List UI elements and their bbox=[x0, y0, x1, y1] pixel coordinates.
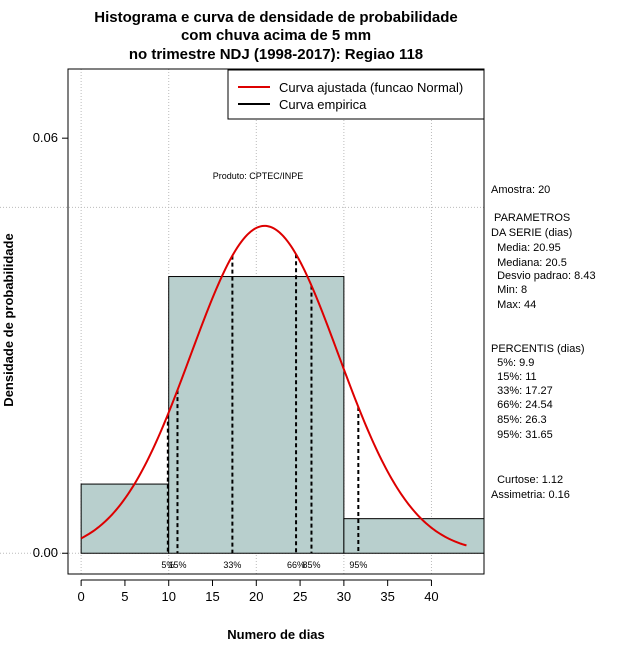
x-tick-label: 40 bbox=[424, 589, 438, 604]
stat-kurtosis: Curtose: 1.12 bbox=[491, 474, 563, 486]
legend: Curva ajustada (funcao Normal) Curva emp… bbox=[227, 69, 485, 120]
chart-title-line-3: no trimestre NDJ (1998-2017): Regiao 118 bbox=[129, 46, 423, 63]
percentile-label: 15% bbox=[168, 560, 186, 570]
x-axis-title: Numero de dias bbox=[227, 627, 325, 642]
stat-mean: Media: 20.95 bbox=[491, 242, 561, 254]
x-tick-label: 35 bbox=[380, 589, 394, 604]
stat-params-heading: PARAMETROS bbox=[491, 212, 570, 224]
x-tick-label: 25 bbox=[293, 589, 307, 604]
stat-p66: 66%: 24.54 bbox=[491, 399, 553, 411]
histogram-bar bbox=[168, 276, 345, 554]
stat-p85: 85%: 26.3 bbox=[491, 414, 547, 426]
stats-panel: Amostra: 20 PARAMETROS DA SERIE (dias) M… bbox=[491, 184, 596, 501]
chart-title-line-1: Histograma e curva de densidade de proba… bbox=[94, 9, 457, 26]
stat-max: Max: 44 bbox=[491, 299, 536, 311]
percentile-label: 66% bbox=[287, 560, 305, 570]
percentile-label: 33% bbox=[223, 560, 241, 570]
stat-p33: 33%: 17.27 bbox=[491, 385, 553, 397]
histogram-bar bbox=[80, 483, 170, 554]
plot-frame bbox=[67, 68, 485, 575]
percentile-lines: 5%15% 33% 66%85% 95% bbox=[161, 254, 367, 570]
percentile-label: 95% bbox=[349, 560, 367, 570]
normal-curve-layer bbox=[80, 224, 467, 547]
x-tick-label: 20 bbox=[249, 589, 263, 604]
x-tick-label: 15 bbox=[205, 589, 219, 604]
legend-label-normal: Curva ajustada (funcao Normal) bbox=[279, 80, 463, 95]
histogram-bars bbox=[80, 276, 485, 554]
chart-title-line-2: com chuva acima de 5 mm bbox=[181, 27, 371, 44]
axes: 0 5 10 15 20 25 30 35 40 0.00 0.06 bbox=[33, 130, 439, 604]
legend-label-empirical: Curva empirica bbox=[279, 97, 367, 112]
product-annotation: Produto: CPTEC/INPE bbox=[213, 171, 304, 181]
stat-p5: 5%: 9.9 bbox=[491, 357, 534, 369]
y-tick-label: 0.06 bbox=[33, 130, 58, 145]
x-tick-label: 0 bbox=[78, 589, 85, 604]
y-axis-title: Densidade de probabilidade bbox=[1, 233, 16, 406]
stat-params-subheading: DA SERIE (dias) bbox=[491, 227, 572, 239]
y-tick-label: 0.00 bbox=[33, 545, 58, 560]
stat-percentiles-heading: PERCENTIS (dias) bbox=[491, 343, 585, 355]
percentile-label: 5% bbox=[161, 560, 174, 570]
stat-sample-size: Amostra: 20 bbox=[491, 184, 550, 196]
percentile-label: 85% bbox=[302, 560, 320, 570]
stat-p95: 95%: 31.65 bbox=[491, 429, 553, 441]
x-tick-label: 5 bbox=[121, 589, 128, 604]
stat-median: Mediana: 20.5 bbox=[491, 257, 567, 269]
legend-box bbox=[227, 69, 485, 120]
normal-curve bbox=[80, 224, 467, 547]
stat-std-dev: Desvio padrao: 8.43 bbox=[491, 270, 596, 282]
x-tick-label: 10 bbox=[161, 589, 175, 604]
stat-skewness: Assimetria: 0.16 bbox=[491, 489, 570, 501]
histogram-bar bbox=[343, 518, 485, 554]
stat-min: Min: 8 bbox=[491, 284, 527, 296]
x-tick-label: 30 bbox=[337, 589, 351, 604]
stat-p15: 15%: 11 bbox=[491, 371, 537, 383]
